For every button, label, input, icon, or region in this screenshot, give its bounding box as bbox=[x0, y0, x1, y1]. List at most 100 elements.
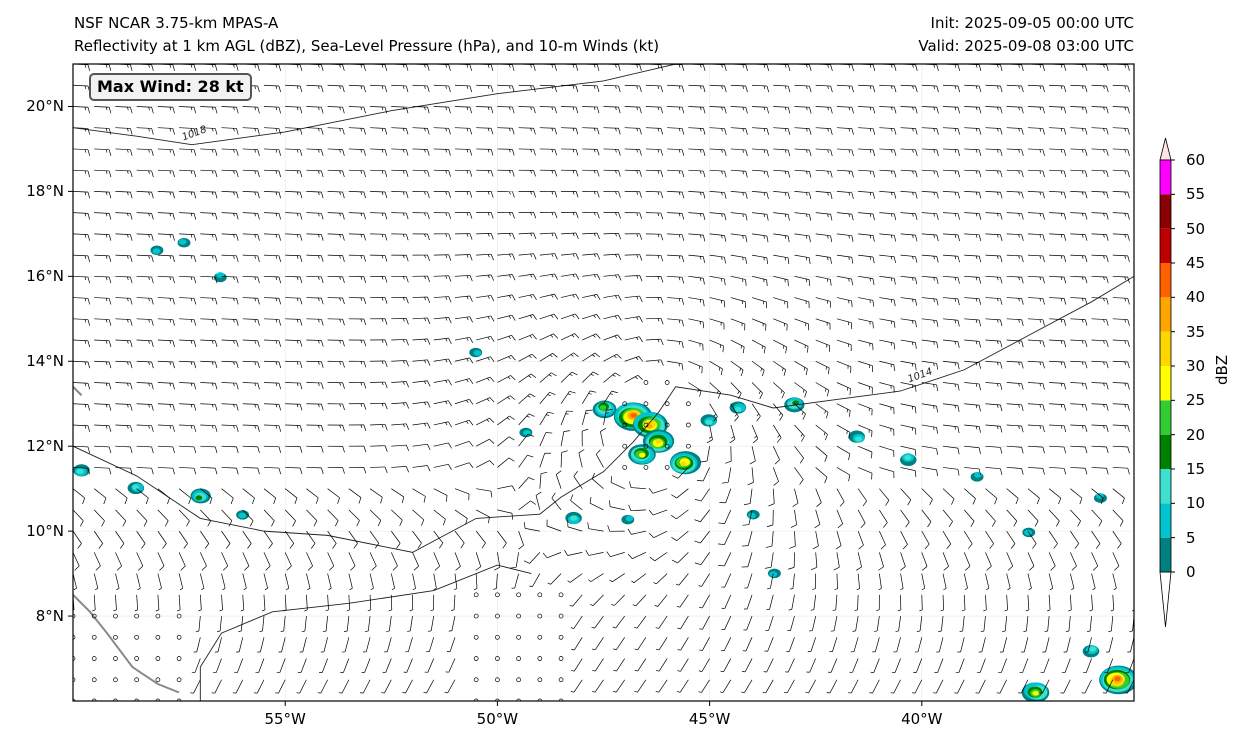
wind-barb bbox=[582, 84, 600, 93]
wind-barb bbox=[348, 275, 367, 283]
wind-barb bbox=[985, 127, 1003, 135]
wind-barb bbox=[306, 233, 324, 241]
wind-barb bbox=[73, 212, 91, 220]
wind-barb bbox=[476, 106, 494, 114]
wind-barb bbox=[879, 169, 897, 178]
wind-barb bbox=[94, 467, 112, 475]
wind-barb bbox=[259, 616, 265, 633]
wind-barb bbox=[773, 318, 788, 331]
wind-barb bbox=[688, 275, 705, 285]
wind-barb bbox=[476, 488, 493, 498]
wind-barb bbox=[1070, 297, 1088, 305]
wind-barb bbox=[762, 679, 774, 694]
wind-barb bbox=[306, 382, 324, 390]
wind-barb bbox=[263, 106, 281, 114]
wind-barb bbox=[560, 371, 578, 383]
wind-barb bbox=[370, 339, 388, 346]
wind-barb bbox=[942, 573, 947, 591]
wind-barb bbox=[200, 169, 218, 178]
wind-barb bbox=[433, 191, 451, 198]
colorbar-segment bbox=[1160, 194, 1171, 229]
wind-barb bbox=[571, 637, 583, 651]
wind-barb bbox=[858, 84, 876, 93]
wind-barb bbox=[582, 191, 600, 198]
calm-wind-marker bbox=[643, 465, 649, 470]
wind-barb bbox=[963, 552, 971, 571]
wind-barb bbox=[742, 637, 753, 652]
wind-barb bbox=[836, 212, 854, 221]
wind-barb bbox=[815, 84, 833, 93]
wind-barb bbox=[322, 616, 328, 633]
wind-barb bbox=[631, 573, 647, 583]
wind-barb bbox=[240, 594, 245, 612]
wind-barb bbox=[454, 212, 473, 219]
wind-barb bbox=[115, 191, 133, 199]
wind-barb bbox=[433, 317, 452, 324]
wind-barb bbox=[730, 360, 744, 377]
wind-barb bbox=[560, 450, 568, 468]
wind-barb bbox=[391, 423, 410, 430]
wind-barb bbox=[136, 297, 154, 305]
wind-barb bbox=[985, 148, 1003, 156]
wind-barb bbox=[603, 353, 622, 362]
wind-barb bbox=[136, 127, 154, 135]
wind-barb bbox=[569, 594, 583, 607]
wind-barb bbox=[433, 212, 452, 219]
wind-barb bbox=[582, 169, 600, 177]
wind-barb bbox=[645, 191, 664, 199]
wind-barb bbox=[1112, 509, 1124, 527]
wind-barb bbox=[391, 191, 409, 199]
wind-barb bbox=[263, 254, 282, 262]
wind-barb bbox=[369, 573, 374, 591]
wind-barb bbox=[115, 467, 133, 475]
wind-barb bbox=[157, 573, 162, 591]
plot-frame bbox=[72, 63, 1135, 702]
wind-barb bbox=[476, 335, 495, 342]
wind-barb bbox=[73, 552, 80, 571]
wind-barb bbox=[1112, 403, 1130, 411]
wind-barb bbox=[1133, 191, 1134, 192]
wind-barb bbox=[571, 658, 583, 672]
wind-barb bbox=[1102, 679, 1114, 694]
reflectivity-cell bbox=[76, 468, 84, 474]
reflectivity-cell bbox=[238, 512, 247, 519]
wind-barb bbox=[1027, 530, 1037, 549]
wind-barb bbox=[136, 106, 154, 114]
wind-barb bbox=[672, 467, 689, 479]
wind-barb bbox=[73, 254, 91, 263]
wind-barb bbox=[874, 616, 880, 632]
wind-barb bbox=[900, 445, 917, 456]
wind-barb bbox=[900, 424, 917, 435]
wind-barb bbox=[624, 233, 643, 240]
wind-barb bbox=[285, 169, 303, 178]
wind-barb bbox=[766, 509, 774, 528]
wind-barb bbox=[386, 616, 392, 632]
wind-barb bbox=[73, 360, 91, 369]
wind-barb bbox=[1049, 382, 1067, 390]
lat-tick-label: 20°N bbox=[26, 97, 64, 116]
wind-barb bbox=[836, 254, 854, 264]
wind-barb bbox=[391, 84, 409, 93]
wind-barb bbox=[688, 127, 706, 135]
wind-barb bbox=[749, 446, 756, 465]
wind-barb bbox=[257, 637, 265, 653]
calm-wind-marker bbox=[155, 613, 161, 619]
wind-barb bbox=[1027, 403, 1045, 411]
wind-barb bbox=[539, 273, 558, 280]
wind-barb bbox=[263, 552, 271, 571]
wind-barb bbox=[306, 275, 324, 284]
wind-barb bbox=[263, 467, 282, 475]
wind-barb bbox=[603, 409, 613, 426]
wind-barb bbox=[1133, 276, 1134, 277]
wind-barb bbox=[213, 658, 222, 673]
wind-barb bbox=[900, 573, 904, 591]
wind-barb bbox=[157, 424, 175, 432]
wind-barb bbox=[858, 403, 873, 416]
wind-barb bbox=[942, 339, 960, 348]
wind-barb bbox=[221, 275, 239, 284]
wind-barb bbox=[242, 488, 255, 505]
wind-barb bbox=[242, 275, 260, 284]
wind-barb bbox=[94, 445, 112, 454]
wind-barb bbox=[836, 169, 854, 178]
wind-barb bbox=[1027, 148, 1045, 156]
